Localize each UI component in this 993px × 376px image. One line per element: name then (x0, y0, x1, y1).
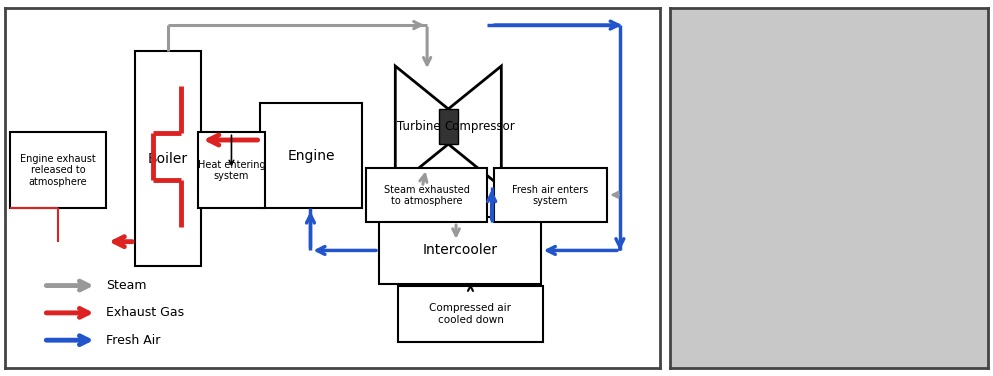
Polygon shape (448, 66, 501, 187)
Bar (10, 132, 106, 208)
Polygon shape (395, 66, 448, 187)
Bar (494, 168, 608, 222)
Text: Compressor: Compressor (445, 120, 515, 133)
Text: Boiler: Boiler (148, 152, 188, 166)
Text: Steam exhausted
to atmosphere: Steam exhausted to atmosphere (383, 185, 470, 206)
Bar (439, 109, 458, 144)
Text: Heat entering
system: Heat entering system (198, 160, 265, 181)
Bar (198, 132, 265, 208)
Bar (379, 217, 541, 284)
Text: Fresh Air: Fresh Air (106, 334, 161, 347)
Text: Turbine: Turbine (397, 120, 441, 133)
Text: Engine exhaust
released to
atmosphere: Engine exhaust released to atmosphere (20, 154, 96, 187)
Bar (135, 52, 201, 266)
Text: Engine: Engine (287, 149, 335, 163)
Text: Exhaust Gas: Exhaust Gas (106, 306, 185, 319)
Text: Steam: Steam (106, 279, 147, 292)
Text: Compressed air
cooled down: Compressed air cooled down (430, 303, 511, 324)
Bar (260, 103, 361, 208)
Bar (366, 168, 487, 222)
Text: Fresh air enters
system: Fresh air enters system (512, 185, 589, 206)
Bar (398, 285, 543, 342)
Text: Intercooler: Intercooler (422, 243, 497, 258)
